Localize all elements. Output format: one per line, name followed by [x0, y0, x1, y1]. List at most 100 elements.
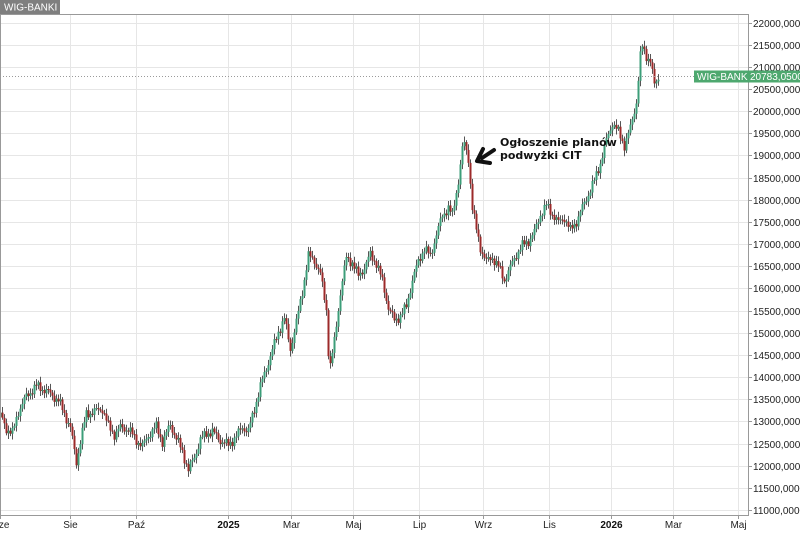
candle-body-down	[289, 339, 292, 351]
candle-body-up	[513, 258, 516, 262]
candle-body-up	[251, 412, 254, 423]
candle-body-down	[323, 281, 326, 300]
candle-body-down	[49, 389, 52, 393]
candle-body-down	[39, 382, 42, 391]
candle-body-up	[581, 204, 584, 212]
candle-body-down	[471, 183, 474, 211]
candle-body-up	[529, 238, 532, 247]
candle-body-up	[201, 436, 204, 438]
candle-body-up	[647, 58, 650, 62]
badge-last-value: 20783,0500	[750, 72, 800, 83]
candle-body-down	[253, 412, 256, 414]
candle-body-down	[615, 124, 618, 129]
candle-body-down	[597, 171, 600, 174]
candle-body-down	[213, 428, 216, 433]
candle-body-down	[353, 262, 356, 269]
candle-body-down	[5, 423, 8, 434]
candle-body-up	[589, 192, 592, 196]
y-tick-label: 12000,0000	[753, 462, 800, 473]
candle-body-down	[499, 266, 502, 268]
candle-body-up	[409, 292, 412, 298]
candle-body-up	[143, 440, 146, 443]
candle-body-up	[221, 442, 224, 445]
candle-body-down	[329, 356, 332, 364]
candle-body-down	[31, 393, 34, 395]
candle-body-up	[605, 138, 608, 145]
candle-body-up	[203, 431, 206, 437]
candle-body-up	[343, 265, 346, 282]
grid-layer	[0, 14, 748, 515]
candle-body-down	[315, 263, 318, 268]
candle-body-up	[363, 269, 366, 275]
candle-body-up	[403, 304, 406, 314]
candle-body-down	[419, 259, 422, 261]
candle-body-down	[309, 251, 312, 257]
candle-body-down	[317, 267, 320, 269]
candle-body-down	[3, 417, 6, 424]
candle-body-up	[511, 261, 514, 265]
candle-body-up	[331, 352, 334, 364]
candle-body-up	[355, 266, 358, 269]
axes: 11000,0000 11500,0000 12000,0000 12500,0000…	[0, 14, 800, 531]
candle-body-up	[265, 370, 268, 372]
candle-body-up	[461, 146, 464, 165]
x-tick-label: Lip	[413, 520, 427, 531]
candle-body-down	[171, 425, 174, 433]
candle-body-down	[393, 312, 396, 321]
y-tick-label: 19500,0000	[753, 129, 800, 140]
candle-body-up	[95, 408, 98, 410]
candle-body-up	[455, 193, 458, 206]
candle-body-down	[91, 413, 94, 415]
candle-body-up	[431, 252, 434, 254]
candle-body-up	[607, 134, 610, 139]
candle-body-down	[103, 413, 106, 415]
candle-body-up	[33, 384, 36, 395]
candle-body-down	[47, 388, 50, 390]
candle-body-up	[601, 157, 604, 164]
chart-title: WIG-BANKI	[4, 3, 57, 14]
candle-body-up	[93, 408, 96, 415]
candle-body-up	[591, 180, 594, 193]
candle-body-up	[635, 103, 638, 114]
candle-body-up	[583, 201, 586, 205]
candle-body-up	[45, 388, 48, 394]
x-tick-label: 2026	[600, 520, 623, 531]
candle-body-up	[447, 205, 450, 216]
candle-body-down	[483, 253, 486, 258]
candle-body-down	[127, 430, 130, 432]
x-tick-label: Cze	[0, 520, 10, 531]
candle-body-down	[1, 412, 4, 418]
x-tick-label: Maj	[345, 520, 361, 531]
candle-body-down	[187, 464, 190, 472]
badge-value-bg	[748, 70, 800, 83]
y-tick-label: 14500,0000	[753, 351, 800, 362]
candle-body-up	[533, 228, 536, 236]
candle-body-down	[111, 430, 114, 432]
candle-body-up	[149, 437, 152, 439]
candle-body-up	[189, 461, 192, 472]
candle-body-down	[63, 410, 66, 414]
x-tick-label: Wrz	[475, 520, 493, 531]
candle-body-down	[107, 420, 110, 422]
candle-body-down	[51, 392, 54, 396]
candle-body-down	[285, 318, 288, 324]
candle-body-up	[153, 428, 156, 430]
candle-body-up	[613, 124, 616, 128]
candle-body-down	[445, 213, 448, 216]
candle-body-up	[451, 210, 454, 212]
candle-body-up	[151, 429, 154, 438]
candle-body-down	[397, 318, 400, 323]
candle-body-up	[235, 436, 238, 438]
candle-body-up	[435, 235, 438, 244]
x-tick-label: Sie	[63, 520, 78, 531]
candle-body-down	[563, 219, 566, 223]
candle-body-down	[57, 398, 60, 402]
candle-body-up	[367, 256, 370, 262]
candle-body-down	[571, 225, 574, 229]
y-tick-label: 19000,0000	[753, 151, 800, 162]
candle-body-up	[83, 422, 86, 428]
candle-body-up	[345, 257, 348, 266]
candle-body-up	[593, 179, 596, 181]
